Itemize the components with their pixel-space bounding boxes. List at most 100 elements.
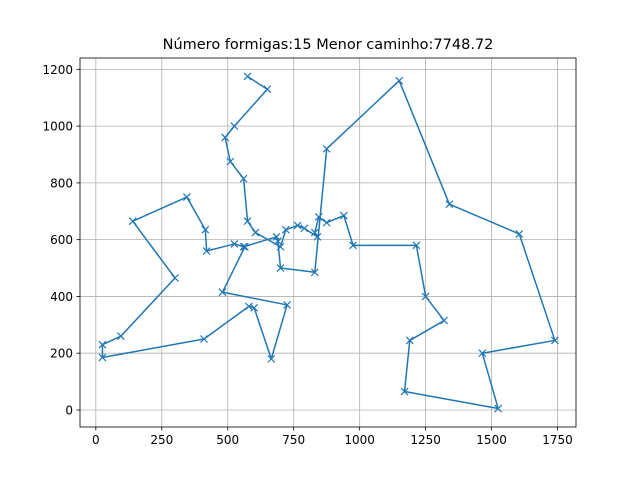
marker-stroke (201, 225, 210, 234)
city-marker (263, 85, 272, 94)
y-tick-label: 600 (50, 233, 73, 247)
city-marker (339, 211, 348, 220)
city-marker (300, 224, 309, 233)
city-marker (267, 354, 276, 363)
x-tick-label: 1750 (542, 433, 573, 447)
city-marker (322, 218, 331, 227)
marker-stroke (243, 217, 252, 226)
marker-stroke (200, 335, 208, 343)
marker-stroke (98, 353, 107, 362)
marker-stroke (395, 76, 404, 85)
marker-stroke (240, 242, 249, 251)
marker-stroke (283, 301, 292, 309)
marker-stroke (239, 242, 248, 251)
city-marker (395, 76, 404, 85)
marker-stroke (412, 241, 421, 250)
city-marker (243, 72, 252, 81)
axes: 0 250 500 750 1000 1250 1500 1750 0 200 400 600 800 1… (42, 57, 577, 447)
marker-stroke (230, 122, 239, 131)
marker-stroke (314, 213, 323, 221)
marker-stroke (250, 303, 259, 312)
x-tick-label: 500 (216, 433, 239, 447)
city-marker (322, 144, 331, 153)
city-marker (400, 387, 409, 396)
city-marker (405, 336, 414, 345)
marker-stroke (293, 221, 302, 230)
marker-stroke (440, 316, 449, 325)
city-marker (239, 174, 248, 183)
x-tick-label: 1500 (476, 433, 507, 447)
city-marker (273, 237, 282, 246)
marker-stroke (349, 241, 357, 250)
city-marker (494, 404, 503, 413)
marker-stroke (251, 228, 260, 237)
marker-stroke (202, 247, 211, 255)
marker-stroke (478, 349, 487, 358)
city-marker (276, 264, 285, 272)
city-marker (201, 225, 210, 234)
city-marker (478, 349, 487, 358)
city-marker (421, 292, 430, 301)
marker-stroke (400, 387, 409, 396)
city-marker (182, 193, 191, 202)
y-tick-label: 1200 (42, 63, 73, 77)
city-marker (221, 133, 230, 142)
marker-stroke (98, 340, 107, 349)
marker-stroke (221, 133, 230, 142)
x-tick-label: 1250 (410, 433, 441, 447)
city-marker (349, 241, 357, 250)
marker-stroke (226, 157, 235, 166)
city-marker (218, 288, 227, 297)
city-marker (226, 157, 235, 166)
city-marker (239, 242, 248, 251)
city-marker (243, 217, 252, 226)
marker-stroke (276, 264, 285, 272)
city-marker (310, 228, 319, 237)
city-marker (230, 122, 239, 131)
marker-stroke (272, 232, 281, 241)
marker-stroke (263, 85, 272, 94)
x-tick-label: 1000 (344, 433, 375, 447)
marker-stroke (445, 200, 454, 209)
chart-title: Número formigas:15 Menor caminho:7748.72 (163, 37, 494, 53)
series-layer (98, 72, 559, 413)
marker-stroke (515, 230, 524, 238)
city-marker (240, 242, 249, 251)
plot-frame (79, 57, 577, 428)
city-marker (283, 301, 292, 309)
y-tick-label: 800 (50, 176, 73, 190)
marker-stroke (421, 292, 430, 301)
marker-stroke (218, 288, 227, 297)
city-marker (272, 232, 281, 241)
city-marker (440, 316, 449, 325)
marker-stroke (128, 217, 137, 226)
city-marker (281, 225, 290, 234)
x-tick-label: 250 (150, 433, 173, 447)
marker-stroke (310, 268, 319, 277)
marker-stroke (171, 274, 179, 282)
marker-stroke (405, 336, 414, 345)
city-marker (230, 239, 239, 248)
marker-stroke (116, 332, 125, 341)
city-marker (98, 340, 107, 349)
y-tick-label: 1000 (42, 120, 73, 134)
marker-stroke (182, 193, 191, 202)
city-marker (116, 332, 125, 341)
x-tick-label: 0 (92, 433, 100, 447)
x-tick-label: 750 (282, 433, 305, 447)
marker-stroke (281, 225, 290, 234)
marker-stroke (310, 228, 319, 237)
marker-stroke (273, 237, 282, 246)
marker-stroke (239, 174, 248, 183)
y-tick-label: 0 (65, 403, 73, 417)
marker-stroke (313, 232, 322, 241)
marker-stroke (322, 144, 331, 153)
marker-stroke (494, 404, 503, 413)
marker-stroke (267, 354, 276, 363)
y-tick-label: 200 (50, 347, 73, 361)
city-marker (128, 217, 137, 226)
city-marker (314, 213, 323, 221)
city-marker (202, 247, 211, 255)
city-marker (412, 241, 421, 250)
